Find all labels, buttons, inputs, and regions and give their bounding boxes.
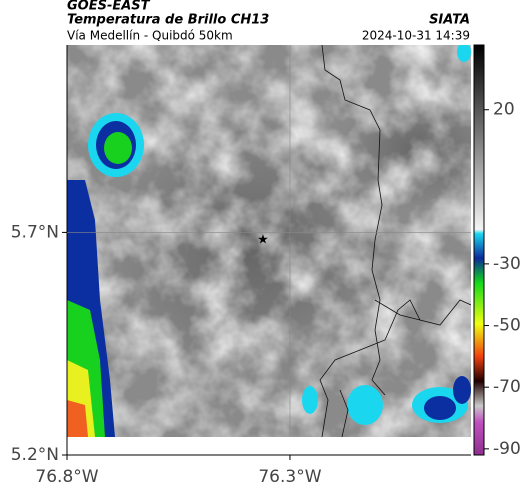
colorbar-tick-label: -50 [493,316,521,336]
colorbar-tick-label: -70 [493,377,521,397]
location-star: ★ [257,233,269,248]
colorbar [473,44,485,456]
colorbar-tick-label: 20 [493,100,515,120]
source: GOES-EAST [67,0,151,14]
axes: 76.8°W 76.3°W 5.2°N 5.7°N 20 -30 -50 -70 -90 [11,45,521,487]
x-tick-label: 76.3°W [258,467,321,487]
datetime: 2024-10-31 14:39 [362,29,470,43]
satellite-image [67,45,471,437]
colorbar-tick-label: -90 [493,439,521,459]
credit: SIATA [429,13,470,28]
subtitle: Vía Medellín - Quibdó 50km [67,29,233,43]
x-tick-label: 76.8°W [35,467,98,487]
y-tick-label: 5.2°N [11,445,59,465]
y-tick-label: 5.7°N [11,222,59,242]
title: Temperatura de Brillo CH13 [67,13,269,28]
colorbar-tick-label: -30 [493,254,521,274]
